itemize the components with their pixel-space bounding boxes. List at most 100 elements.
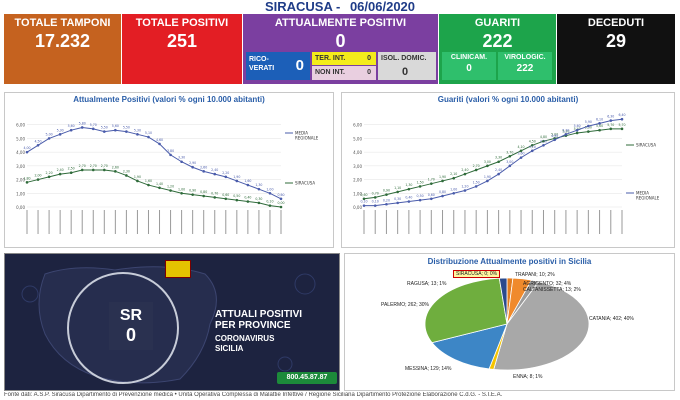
- data-point: [169, 153, 172, 157]
- page-title: SIRACUSA - 06/06/2020: [0, 0, 680, 14]
- data-label: 2,40: [57, 168, 64, 172]
- data-label: 1,40: [156, 182, 163, 186]
- data-label: 5,10: [145, 131, 152, 135]
- chart-guariti: 0,00 1,00 2,00 3,00 4,00 5,00 6,00 0,60 0,70 0,90…: [353, 113, 660, 234]
- legend-label: REGIONALE: [636, 196, 660, 201]
- province-highlight-circle: [67, 272, 179, 384]
- y-tick-label: 1,00: [16, 191, 25, 196]
- x-tick-mark: [430, 210, 432, 234]
- pie-title: Distribuzione Attualmente positivi in Si…: [427, 257, 592, 266]
- x-tick-mark: [181, 210, 183, 234]
- data-label: 3,30: [495, 156, 502, 160]
- data-point: [235, 179, 239, 183]
- data-label: 1,60: [244, 179, 251, 183]
- data-label: 0,80: [439, 190, 446, 194]
- data-label: 0,50: [417, 194, 424, 198]
- data-label: 1,90: [484, 175, 491, 179]
- stat-value: 251: [166, 31, 198, 51]
- data-point: [103, 168, 106, 172]
- nonint-label: NON INT.: [315, 69, 345, 76]
- data-label: 5,30: [562, 128, 569, 132]
- data-label: 2,30: [123, 169, 130, 173]
- map-heading-line2: PER PROVINCE: [215, 320, 291, 331]
- data-label: 5,70: [90, 123, 97, 127]
- stat-label: DECEDUTI: [587, 17, 645, 29]
- data-label: 5,50: [101, 126, 108, 130]
- data-label: 4,50: [34, 139, 41, 143]
- data-label: 3,70: [506, 150, 513, 154]
- data-point: [36, 178, 40, 181]
- sub-isolamento-domiciliare: ISOL. DOMIC. 0: [378, 52, 436, 80]
- x-tick-mark: [408, 210, 410, 234]
- x-tick-mark: [48, 210, 50, 234]
- x-tick-mark: [114, 210, 116, 234]
- nonint-value: 0: [367, 69, 371, 76]
- data-point: [620, 127, 624, 131]
- data-point: [362, 204, 366, 207]
- data-point: [598, 122, 601, 125]
- data-point: [385, 202, 388, 206]
- data-point: [463, 189, 467, 192]
- province-code: SR: [119, 307, 143, 324]
- data-point: [125, 130, 128, 133]
- data-point: [474, 185, 478, 188]
- data-point: [47, 137, 51, 140]
- data-point: [80, 126, 84, 129]
- data-label: 2,20: [46, 171, 53, 175]
- data-point: [441, 194, 444, 198]
- y-tick-label: 1,00: [353, 191, 362, 196]
- data-point: [158, 186, 161, 190]
- data-label: 3,30: [178, 156, 185, 160]
- sub-ricoverati: RICO- VERATI 0: [246, 52, 310, 80]
- x-tick-mark: [269, 210, 271, 234]
- x-tick-mark: [486, 210, 488, 234]
- province-value: 0: [125, 325, 136, 345]
- data-label: 0,30: [255, 197, 262, 201]
- data-label: 0,10: [360, 200, 367, 204]
- x-tick-mark: [610, 210, 612, 234]
- y-tick-label: 3,00: [353, 164, 362, 169]
- x-tick-mark: [374, 210, 376, 234]
- data-label: 6,30: [607, 115, 614, 119]
- regione-sicilia-logo: [165, 260, 191, 278]
- data-point: [58, 172, 62, 176]
- x-tick-mark: [621, 210, 623, 234]
- data-point: [373, 196, 377, 199]
- map-sub-line1: CORONAVIRUS: [215, 334, 275, 343]
- x-tick-mark: [554, 210, 556, 234]
- data-point: [396, 201, 399, 205]
- data-label: 0,70: [211, 191, 218, 195]
- data-point: [373, 204, 377, 207]
- y-tick-label: 0,00: [353, 205, 362, 210]
- map-heading-line1: ATTUALI POSITIVI: [215, 309, 303, 320]
- pie-chart: [424, 277, 590, 371]
- x-tick-mark: [81, 210, 83, 234]
- x-tick-mark: [542, 210, 544, 234]
- x-tick-mark: [576, 210, 578, 234]
- data-label: 2,40: [211, 168, 218, 172]
- map-sub-line2: SICILIA: [215, 344, 244, 353]
- x-tick-mark: [59, 210, 61, 234]
- data-label: 1,20: [167, 185, 174, 189]
- helpline-number: 800.45.87.87: [277, 372, 337, 384]
- data-label: 1,20: [461, 185, 468, 189]
- data-point: [257, 201, 261, 205]
- data-label: 5,50: [123, 126, 130, 130]
- data-point: [486, 179, 489, 183]
- x-tick-mark: [92, 210, 94, 234]
- data-label: 1,30: [255, 183, 262, 187]
- data-label: 2,70: [473, 164, 480, 168]
- data-point: [69, 128, 73, 132]
- data-point: [430, 197, 433, 201]
- data-point: [542, 139, 545, 143]
- data-point: [136, 133, 139, 136]
- data-point: [452, 191, 456, 195]
- data-label: 0,20: [383, 198, 390, 202]
- chart-title: Guariti (valori % ogni 10.000 abitanti): [437, 95, 579, 104]
- data-point: [147, 135, 150, 139]
- chart-attualmente-positivi-panel: Attualmente Positivi (valori % ogni 10.0…: [4, 92, 334, 248]
- data-point: [542, 143, 545, 147]
- data-point: [69, 171, 73, 175]
- legend-label: REGIONALE: [295, 136, 319, 141]
